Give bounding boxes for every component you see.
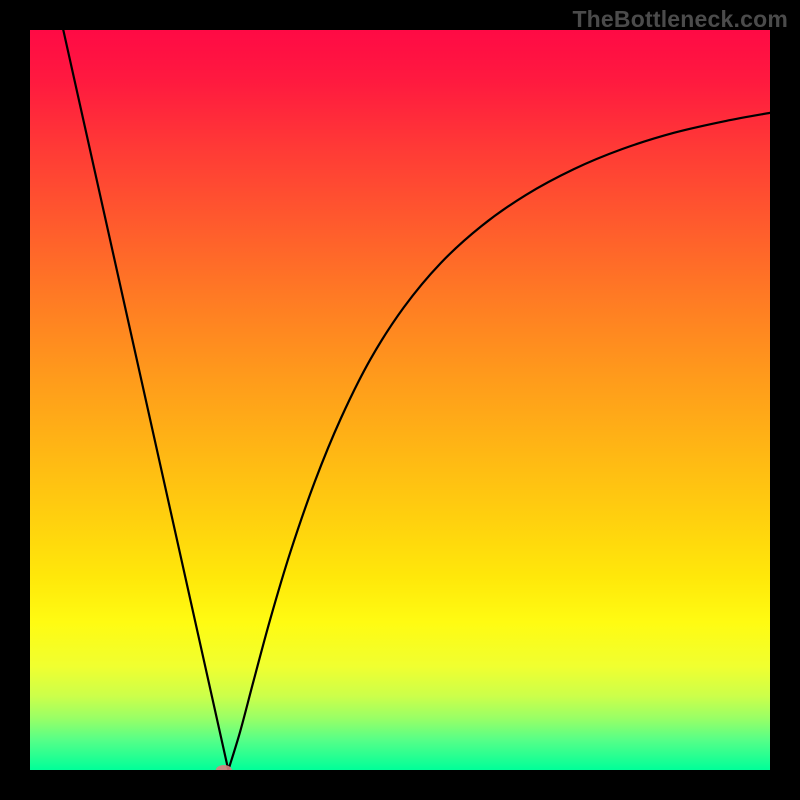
gradient-background [30,30,770,770]
bottleneck-curve-chart [30,30,770,770]
chart-frame: TheBottleneck.com [0,0,800,800]
plot-area [30,30,770,770]
watermark-text: TheBottleneck.com [572,6,788,33]
